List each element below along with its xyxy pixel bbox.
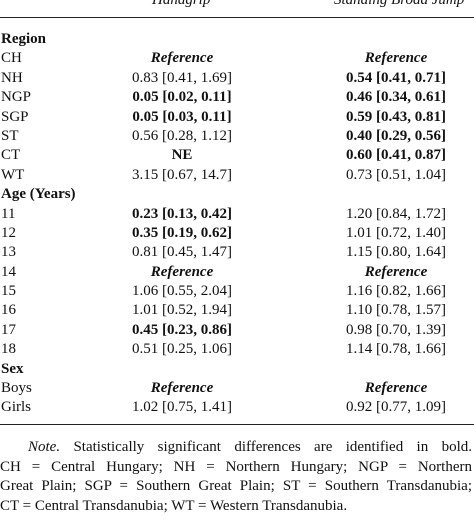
row-label: Girls	[1, 399, 31, 416]
handgrip-value: 0.51 [0.25, 1.06]	[132, 341, 232, 358]
handgrip-value: 0.05 [0.02, 0.11]	[132, 89, 232, 106]
table-row: SGP 0.05 [0.03, 0.11] 0.59 [0.43, 0.81]	[0, 108, 474, 127]
table-row: NH 0.83 [0.41, 1.69] 0.54 [0.41, 0.71]	[0, 69, 474, 88]
broad-jump-value: 1.15 [0.80, 1.64]	[346, 244, 446, 261]
broad-jump-value: Reference	[364, 263, 428, 280]
table-row: 15 1.06 [0.55, 2.04] 1.16 [0.82, 1.66]	[0, 282, 474, 301]
broad-jump-value: Reference	[364, 380, 428, 397]
row-label: 18	[1, 341, 16, 358]
table-row: Girls 1.02 [0.75, 1.41] 0.92 [0.77, 1.09]	[0, 398, 474, 417]
row-label: CH	[1, 50, 22, 67]
handgrip-value: 0.45 [0.23, 0.86]	[132, 321, 232, 338]
row-label: NH	[1, 69, 23, 86]
broad-jump-value: 0.73 [0.51, 1.04]	[346, 166, 446, 183]
handgrip-value: 0.83 [0.41, 1.69]	[132, 69, 232, 86]
results-table: Region CH Reference Reference NH 0.83 [0.41, …	[0, 30, 474, 418]
note-line-4: CT = Central Transdanubia; WT = Western …	[0, 497, 348, 514]
section-header-row: Age (Years)	[0, 185, 474, 204]
note-line-1: Note. Statistically significant differen…	[0, 438, 472, 458]
section-label: Age (Years)	[1, 186, 76, 203]
row-label: 16	[1, 302, 16, 319]
handgrip-value: 1.06 [0.55, 2.04]	[132, 283, 232, 300]
row-label: NGP	[1, 89, 32, 106]
column-header-standing-broad-jump: Standing Broad Jump	[334, 0, 465, 8]
handgrip-value: Reference	[150, 263, 214, 280]
table-row: 11 0.23 [0.13, 0.42] 1.20 [0.84, 1.72]	[0, 205, 474, 224]
row-label: CT	[1, 147, 21, 164]
row-label: 12	[1, 224, 16, 241]
handgrip-value: 0.81 [0.45, 1.47]	[132, 244, 232, 261]
handgrip-value: 0.05 [0.03, 0.11]	[132, 108, 232, 125]
handgrip-value: Reference	[150, 50, 214, 67]
note-line-3: Great Plain; SGP = Southern Great Plain;…	[0, 478, 472, 494]
row-label: 14	[1, 263, 16, 280]
handgrip-value: NE	[171, 147, 193, 164]
handgrip-value: Reference	[150, 380, 214, 397]
broad-jump-value: 1.14 [0.78, 1.66]	[346, 341, 446, 358]
broad-jump-value: 0.59 [0.43, 0.81]	[346, 108, 446, 125]
column-header-handgrip: Handgrip	[152, 0, 211, 8]
section-header-row: Sex	[0, 360, 474, 379]
section-label: Region	[1, 31, 46, 47]
table-row: ST 0.56 [0.28, 1.12] 0.40 [0.29, 0.56]	[0, 127, 474, 146]
table-row: 18 0.51 [0.25, 1.06] 1.14 [0.78, 1.66]	[0, 340, 474, 359]
broad-jump-value: 0.92 [0.77, 1.09]	[346, 399, 446, 416]
table-row: Boys Reference Reference	[0, 379, 474, 398]
note-line-2: CH = Central Hungary; NH = Northern Hung…	[0, 458, 472, 475]
table-row: 14 Reference Reference	[0, 263, 474, 282]
row-label: 13	[1, 244, 16, 261]
table-row: 12 0.35 [0.19, 0.62] 1.01 [0.72, 1.40]	[0, 224, 474, 243]
row-label: Boys	[1, 380, 32, 397]
broad-jump-value: 0.40 [0.29, 0.56]	[346, 127, 446, 144]
table-row: 17 0.45 [0.23, 0.86] 0.98 [0.70, 1.39]	[0, 321, 474, 340]
handgrip-value: 0.56 [0.28, 1.12]	[132, 127, 232, 144]
broad-jump-value: 0.60 [0.41, 0.87]	[346, 147, 446, 164]
section-label: Sex	[1, 360, 24, 377]
table-row: CH Reference Reference	[0, 49, 474, 68]
table-row: 16 1.01 [0.52, 1.94] 1.10 [0.78, 1.57]	[0, 301, 474, 320]
broad-jump-value: 0.54 [0.41, 0.71]	[346, 69, 446, 86]
handgrip-value: 1.02 [0.75, 1.41]	[132, 399, 232, 416]
table-row: NGP 0.05 [0.02, 0.11] 0.46 [0.34, 0.61]	[0, 88, 474, 107]
section-header-row: Region	[0, 30, 474, 49]
row-label: 15	[1, 283, 16, 300]
row-label: 17	[1, 321, 16, 338]
header-rule	[0, 17, 474, 18]
row-label: 11	[1, 205, 16, 222]
table-row: CT NE 0.60 [0.41, 0.87]	[0, 146, 474, 165]
note-line-1-text: Statistically significant differences ar…	[73, 439, 473, 455]
row-label: SGP	[1, 108, 29, 125]
table-bottom-rule	[0, 424, 474, 425]
broad-jump-value: 1.10 [0.78, 1.57]	[346, 302, 446, 319]
table-row: 13 0.81 [0.45, 1.47] 1.15 [0.80, 1.64]	[0, 243, 474, 262]
table-header: Handgrip Standing Broad Jump	[0, 0, 474, 14]
handgrip-value: 0.23 [0.13, 0.42]	[132, 205, 232, 222]
note-prefix: Note.	[28, 439, 61, 455]
broad-jump-value: 1.20 [0.84, 1.72]	[346, 205, 446, 222]
row-label: WT	[1, 166, 25, 183]
handgrip-value: 1.01 [0.52, 1.94]	[132, 302, 232, 319]
handgrip-value: 3.15 [0.67, 14.7]	[132, 166, 232, 183]
table-note: Note. Statistically significant differen…	[0, 438, 472, 516]
table-row: WT 3.15 [0.67, 14.7] 0.73 [0.51, 1.04]	[0, 166, 474, 185]
broad-jump-value: 1.01 [0.72, 1.40]	[346, 224, 446, 241]
broad-jump-value: 0.46 [0.34, 0.61]	[346, 89, 446, 106]
row-label: ST	[1, 127, 19, 144]
broad-jump-value: Reference	[364, 50, 428, 67]
broad-jump-value: 1.16 [0.82, 1.66]	[346, 283, 446, 300]
handgrip-value: 0.35 [0.19, 0.62]	[132, 224, 232, 241]
broad-jump-value: 0.98 [0.70, 1.39]	[346, 321, 446, 338]
